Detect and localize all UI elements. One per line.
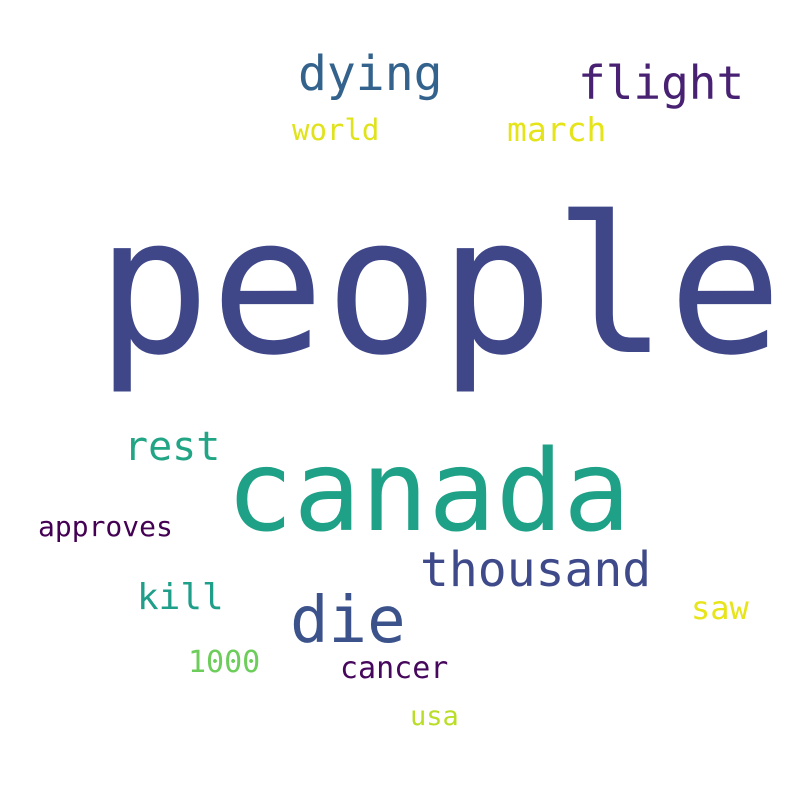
word-saw: saw xyxy=(691,589,749,627)
word-1000: 1000 xyxy=(188,645,261,680)
word-world: world xyxy=(292,113,380,147)
word-kill: kill xyxy=(137,577,224,618)
word-people: people xyxy=(96,176,783,397)
word-thousand: thousand xyxy=(420,542,652,598)
word-die: die xyxy=(290,584,406,658)
word-usa: usa xyxy=(410,701,459,732)
word-rest: rest xyxy=(124,424,221,470)
word-flight: flight xyxy=(578,56,745,110)
word-dying: dying xyxy=(298,46,443,102)
word-cancer: cancer xyxy=(340,651,449,686)
word-march: march xyxy=(507,110,607,149)
word-approves: approves xyxy=(38,510,173,543)
word-canada: canada xyxy=(226,427,631,557)
